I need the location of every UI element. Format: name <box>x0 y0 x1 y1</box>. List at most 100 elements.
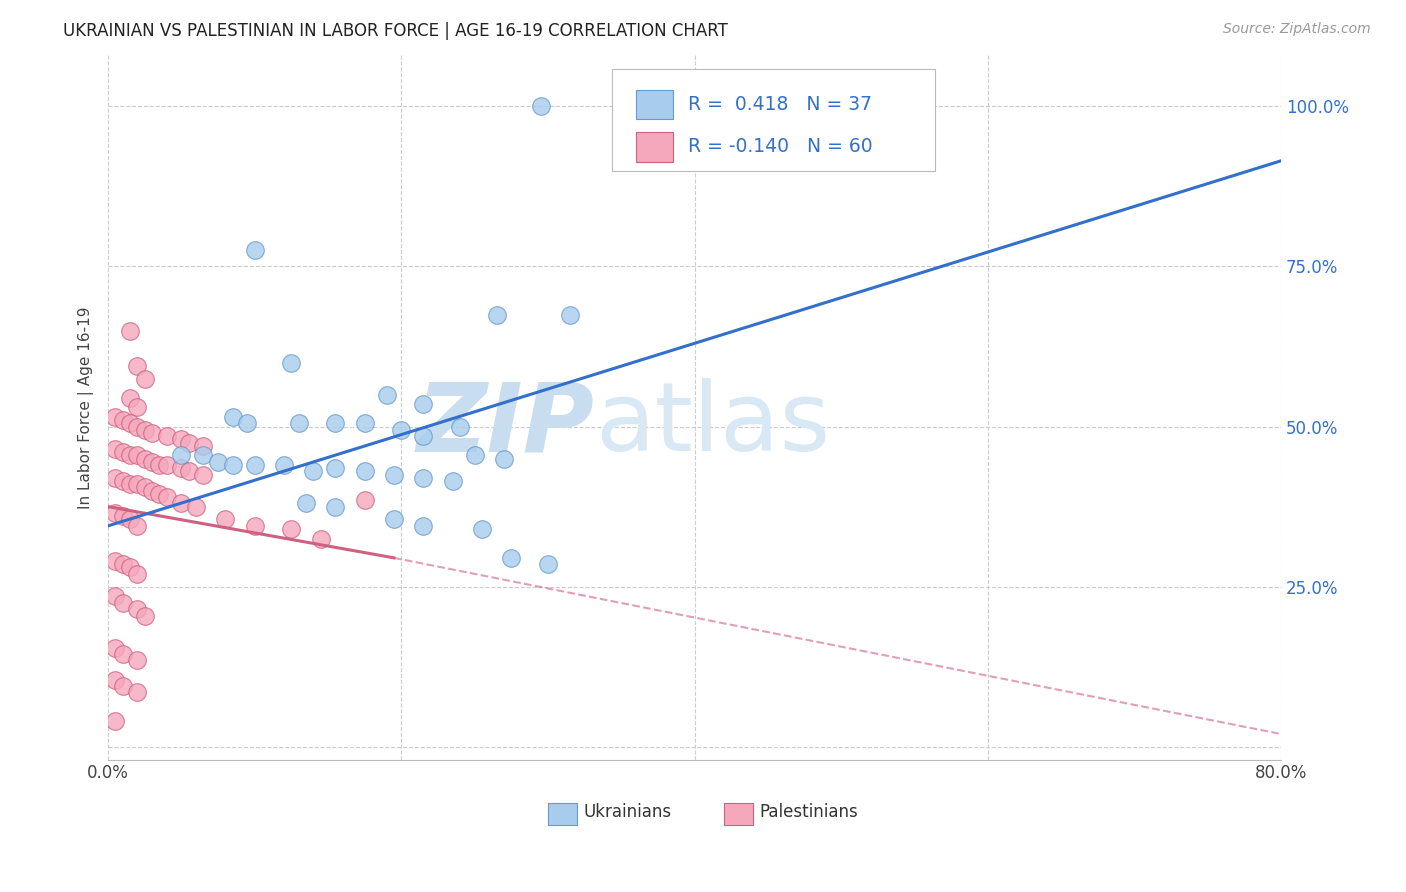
Point <box>127 685 149 699</box>
FancyBboxPatch shape <box>724 803 754 825</box>
FancyBboxPatch shape <box>636 90 673 120</box>
Point <box>170 449 193 463</box>
Point <box>222 409 245 424</box>
Point <box>184 500 207 514</box>
Point <box>111 445 134 459</box>
Point <box>127 477 149 491</box>
Point <box>309 532 332 546</box>
Point <box>193 439 215 453</box>
Point <box>558 308 581 322</box>
Point <box>353 464 375 478</box>
Point <box>170 433 193 447</box>
Point <box>111 509 134 524</box>
Point <box>222 458 245 472</box>
Point <box>104 554 127 568</box>
Point <box>280 355 302 369</box>
Point <box>134 371 156 385</box>
Point <box>127 359 149 373</box>
Point <box>207 455 229 469</box>
Point <box>471 522 494 536</box>
Point <box>111 474 134 488</box>
Point <box>127 653 149 667</box>
Point <box>325 417 347 431</box>
Point <box>127 519 149 533</box>
Point <box>111 413 134 427</box>
Text: Palestinians: Palestinians <box>759 804 858 822</box>
Point <box>353 493 375 508</box>
Point <box>214 512 236 526</box>
Point <box>127 401 149 415</box>
Point <box>537 558 560 572</box>
Point <box>148 458 170 472</box>
Point <box>492 451 515 466</box>
Point <box>104 673 127 687</box>
Point <box>134 480 156 494</box>
Point <box>120 417 142 431</box>
Point <box>501 550 523 565</box>
Point <box>177 464 200 478</box>
Point <box>412 397 434 411</box>
FancyBboxPatch shape <box>613 70 935 171</box>
Point <box>243 519 266 533</box>
Point <box>156 429 179 443</box>
Point <box>382 467 405 482</box>
Point <box>104 471 127 485</box>
Point <box>382 512 405 526</box>
Point <box>141 455 163 469</box>
Point <box>156 490 179 504</box>
Point <box>156 458 179 472</box>
Text: R = -0.140   N = 60: R = -0.140 N = 60 <box>688 137 872 156</box>
Point <box>134 423 156 437</box>
Point <box>412 519 434 533</box>
Point <box>441 474 464 488</box>
Point <box>141 425 163 440</box>
Point <box>120 449 142 463</box>
Point <box>1322 99 1344 113</box>
Text: R =  0.418   N = 37: R = 0.418 N = 37 <box>688 95 872 114</box>
FancyBboxPatch shape <box>636 132 673 161</box>
Point <box>120 512 142 526</box>
Point <box>104 640 127 655</box>
Text: ZIP: ZIP <box>418 378 595 472</box>
Point <box>141 483 163 498</box>
Point <box>243 244 266 258</box>
Text: UKRAINIAN VS PALESTINIAN IN LABOR FORCE | AGE 16-19 CORRELATION CHART: UKRAINIAN VS PALESTINIAN IN LABOR FORCE … <box>63 22 728 40</box>
Point <box>236 417 259 431</box>
Point <box>280 522 302 536</box>
Point <box>193 467 215 482</box>
Point <box>302 464 325 478</box>
Point <box>134 608 156 623</box>
Text: Ukrainians: Ukrainians <box>583 804 671 822</box>
Y-axis label: In Labor Force | Age 16-19: In Labor Force | Age 16-19 <box>79 306 94 508</box>
Point <box>111 558 134 572</box>
Point <box>104 589 127 603</box>
Point <box>104 714 127 728</box>
Text: atlas: atlas <box>595 378 830 472</box>
Text: Source: ZipAtlas.com: Source: ZipAtlas.com <box>1223 22 1371 37</box>
Point <box>325 461 347 475</box>
Point <box>104 409 127 424</box>
Point <box>375 387 398 401</box>
Point <box>412 429 434 443</box>
Point <box>111 647 134 661</box>
Point <box>389 423 412 437</box>
Point <box>295 496 318 510</box>
Point <box>111 596 134 610</box>
Point <box>120 391 142 405</box>
Point <box>412 471 434 485</box>
Point <box>353 417 375 431</box>
Point <box>120 324 142 338</box>
Point <box>530 99 553 113</box>
Point <box>273 458 295 472</box>
FancyBboxPatch shape <box>548 803 578 825</box>
Point <box>148 487 170 501</box>
Point <box>127 566 149 581</box>
Point <box>127 602 149 616</box>
Point <box>104 442 127 456</box>
Point <box>243 458 266 472</box>
Point <box>325 500 347 514</box>
Point <box>177 435 200 450</box>
Point <box>193 449 215 463</box>
Point <box>120 560 142 574</box>
Point <box>104 506 127 520</box>
